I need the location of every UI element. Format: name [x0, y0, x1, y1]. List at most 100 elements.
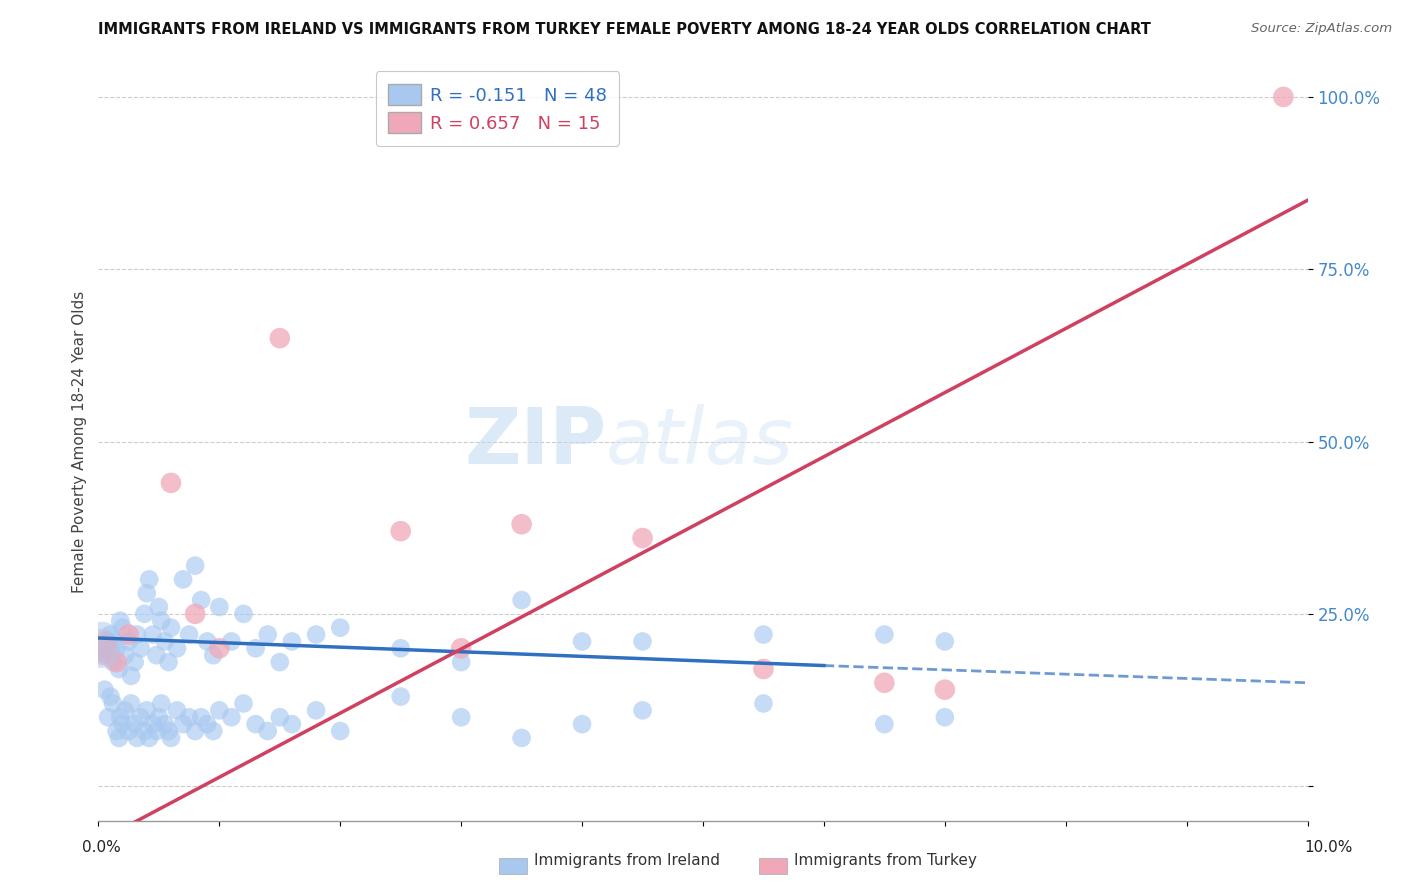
- Point: [100, 627, 122, 641]
- Point: [150, 697, 173, 711]
- Point: [118, 627, 141, 641]
- Point: [166, 641, 188, 656]
- Point: [108, 614, 131, 628]
- Point: [245, 641, 267, 656]
- Point: [450, 710, 472, 724]
- Point: [208, 599, 231, 614]
- Point: [90, 641, 112, 656]
- Point: [160, 731, 183, 745]
- Point: [269, 710, 291, 724]
- Text: 10.0%: 10.0%: [1305, 840, 1353, 855]
- Point: [752, 662, 775, 676]
- Point: [114, 703, 136, 717]
- Point: [160, 621, 183, 635]
- Point: [202, 724, 225, 739]
- Point: [631, 634, 654, 648]
- Point: [389, 690, 412, 704]
- Point: [269, 655, 291, 669]
- Point: [108, 710, 131, 724]
- Point: [114, 648, 136, 663]
- Point: [108, 662, 131, 676]
- Point: [256, 724, 278, 739]
- Point: [190, 593, 212, 607]
- Point: [389, 524, 412, 538]
- Point: [157, 655, 180, 669]
- Point: [450, 641, 472, 656]
- Point: [97, 710, 120, 724]
- Point: [138, 731, 160, 745]
- Text: 0.0%: 0.0%: [82, 840, 121, 855]
- Point: [752, 627, 775, 641]
- Text: Immigrants from Turkey: Immigrants from Turkey: [794, 854, 977, 868]
- Y-axis label: Female Poverty Among 18-24 Year Olds: Female Poverty Among 18-24 Year Olds: [72, 291, 87, 592]
- Point: [124, 717, 146, 731]
- Point: [184, 558, 207, 573]
- Point: [153, 634, 176, 648]
- Point: [184, 607, 207, 621]
- Point: [232, 607, 254, 621]
- Point: [873, 627, 896, 641]
- Point: [127, 731, 149, 745]
- Point: [232, 697, 254, 711]
- Point: [281, 634, 304, 648]
- Point: [142, 627, 165, 641]
- Point: [195, 634, 218, 648]
- Text: ZIP: ZIP: [464, 403, 606, 480]
- Point: [142, 717, 165, 731]
- Point: [118, 634, 141, 648]
- Point: [510, 731, 533, 745]
- Point: [305, 627, 328, 641]
- Point: [120, 669, 142, 683]
- Point: [90, 641, 112, 656]
- Point: [101, 697, 124, 711]
- Point: [179, 710, 201, 724]
- Point: [281, 717, 304, 731]
- Point: [150, 614, 173, 628]
- Point: [172, 573, 194, 587]
- Point: [97, 634, 120, 648]
- Point: [389, 641, 412, 656]
- Point: [329, 621, 352, 635]
- Point: [329, 724, 352, 739]
- Point: [202, 648, 225, 663]
- Point: [195, 717, 218, 731]
- Point: [108, 731, 131, 745]
- Point: [510, 517, 533, 532]
- Point: [571, 717, 593, 731]
- Point: [631, 703, 654, 717]
- Point: [179, 627, 201, 641]
- Point: [256, 627, 278, 641]
- Point: [166, 703, 188, 717]
- Point: [105, 724, 128, 739]
- Point: [934, 682, 956, 697]
- Point: [153, 717, 176, 731]
- Point: [134, 607, 156, 621]
- Point: [873, 717, 896, 731]
- Point: [873, 675, 896, 690]
- Point: [145, 648, 167, 663]
- Text: atlas: atlas: [606, 403, 794, 480]
- Text: IMMIGRANTS FROM IRELAND VS IMMIGRANTS FROM TURKEY FEMALE POVERTY AMONG 18-24 YEA: IMMIGRANTS FROM IRELAND VS IMMIGRANTS FR…: [98, 22, 1152, 37]
- Point: [135, 586, 157, 600]
- Point: [208, 703, 231, 717]
- Point: [93, 682, 115, 697]
- Point: [208, 641, 231, 656]
- Point: [172, 717, 194, 731]
- Point: [124, 655, 146, 669]
- Point: [148, 710, 170, 724]
- Point: [305, 703, 328, 717]
- Point: [111, 717, 134, 731]
- Point: [129, 641, 152, 656]
- Point: [269, 331, 291, 345]
- Point: [91, 634, 114, 648]
- Point: [111, 621, 134, 635]
- Legend: R = -0.151   N = 48, R = 0.657   N = 15: R = -0.151 N = 48, R = 0.657 N = 15: [375, 71, 619, 145]
- Point: [135, 703, 157, 717]
- Point: [101, 655, 124, 669]
- Point: [145, 724, 167, 739]
- Point: [184, 724, 207, 739]
- Point: [510, 593, 533, 607]
- Point: [118, 724, 141, 739]
- Point: [934, 634, 956, 648]
- Text: Immigrants from Ireland: Immigrants from Ireland: [534, 854, 720, 868]
